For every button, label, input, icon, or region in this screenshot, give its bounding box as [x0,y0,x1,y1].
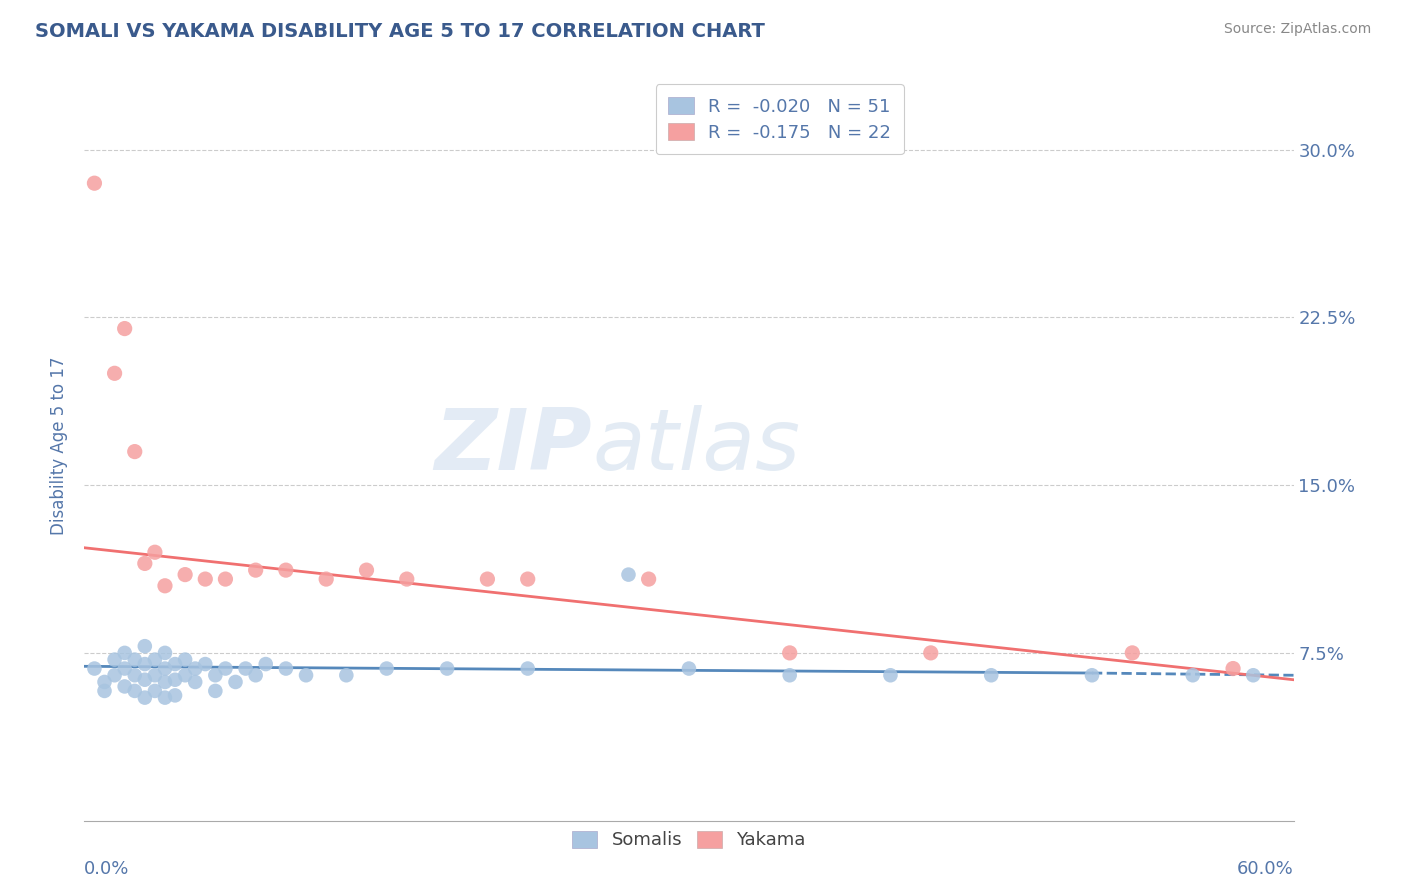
Legend: Somalis, Yakama: Somalis, Yakama [565,823,813,856]
Point [143,684,166,698]
Point [114,321,136,335]
Point [114,661,136,675]
Point [436,661,458,675]
Point [114,680,136,694]
Point [516,572,538,586]
Point [134,673,156,687]
Point [637,572,659,586]
Point [477,572,499,586]
Point [134,690,156,705]
Point [204,668,226,682]
Point [184,675,207,690]
Point [356,563,378,577]
Point [920,646,942,660]
Point [174,668,197,682]
Text: 0.0%: 0.0% [84,860,129,878]
Point [315,572,337,586]
Point [1081,668,1104,682]
Point [165,657,187,671]
Point [225,675,247,690]
Point [124,668,146,682]
Point [165,689,187,703]
Point [153,579,176,593]
Point [395,572,418,586]
Point [1241,668,1264,682]
Text: atlas: atlas [592,404,800,488]
Point [254,657,277,671]
Point [134,639,156,653]
Point [235,661,257,675]
Point [104,367,127,381]
Point [114,646,136,660]
Point [104,652,127,666]
Point [779,646,801,660]
Point [194,572,217,586]
Point [879,668,901,682]
Point [143,652,166,666]
Point [165,673,187,687]
Point [516,661,538,675]
Point [274,563,297,577]
Point [104,668,127,682]
Text: ZIP: ZIP [434,404,592,488]
Point [375,661,398,675]
Point [617,567,640,582]
Point [245,668,267,682]
Text: Source: ZipAtlas.com: Source: ZipAtlas.com [1223,22,1371,37]
Point [980,668,1002,682]
Point [124,684,146,698]
Point [93,684,115,698]
Point [83,176,105,190]
Point [1121,646,1143,660]
Point [335,668,357,682]
Point [143,545,166,559]
Point [274,661,297,675]
Point [83,661,105,675]
Point [204,684,226,698]
Point [214,661,236,675]
Point [124,444,146,458]
Point [174,652,197,666]
Point [134,557,156,571]
Text: SOMALI VS YAKAMA DISABILITY AGE 5 TO 17 CORRELATION CHART: SOMALI VS YAKAMA DISABILITY AGE 5 TO 17 … [35,22,765,41]
Point [194,657,217,671]
Point [134,657,156,671]
Text: 60.0%: 60.0% [1237,860,1294,878]
Point [174,567,197,582]
Point [295,668,318,682]
Point [184,661,207,675]
Point [678,661,700,675]
Point [1222,661,1244,675]
Point [1181,668,1204,682]
Point [93,675,115,690]
Point [153,646,176,660]
Y-axis label: Disability Age 5 to 17: Disability Age 5 to 17 [51,357,69,535]
Point [124,652,146,666]
Point [143,668,166,682]
Point [153,675,176,690]
Point [779,668,801,682]
Point [153,661,176,675]
Point [153,690,176,705]
Point [214,572,236,586]
Point [245,563,267,577]
